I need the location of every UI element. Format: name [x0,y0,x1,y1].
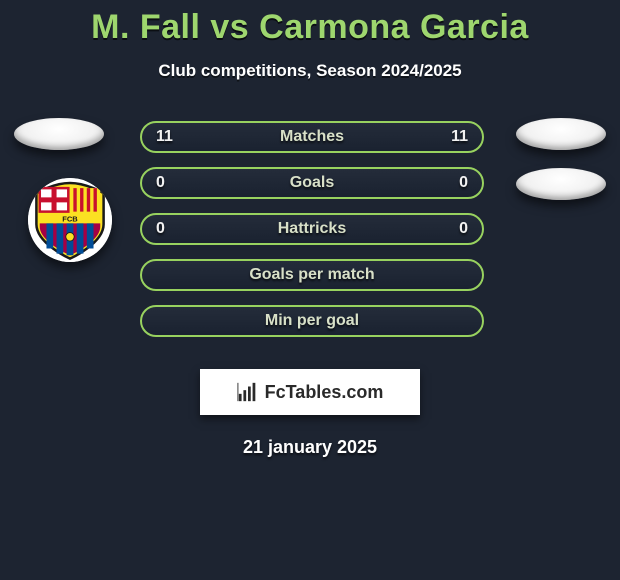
stat-row: Min per goal [0,305,620,351]
stat-row: 0 Goals 0 [0,167,620,213]
stat-row: 11 Matches 11 [0,121,620,167]
stats-list: 11 Matches 11 0 Goals 0 0 Hattricks 0 Go… [0,121,620,351]
stat-pill-goals-per-match: Goals per match [140,259,484,291]
season-subtitle: Club competitions, Season 2024/2025 [0,61,620,81]
brand-text: FcTables.com [265,382,384,403]
stat-pill-min-per-goal: Min per goal [140,305,484,337]
stat-right-value: 0 [459,215,468,243]
stat-left-value: 11 [156,123,173,151]
stat-right-value: 0 [459,169,468,197]
stat-left-value: 0 [156,169,165,197]
stat-label: Hattricks [142,215,482,243]
stat-right-value: 11 [451,123,468,151]
stat-pill-hattricks: 0 Hattricks 0 [140,213,484,245]
stat-label: Min per goal [142,307,482,335]
stat-pill-matches: 11 Matches 11 [140,121,484,153]
stat-label: Goals [142,169,482,197]
page-title: M. Fall vs Carmona Garcia [0,0,620,47]
comparison-card: M. Fall vs Carmona Garcia Club competiti… [0,0,620,580]
bar-chart-icon [237,381,259,403]
brand-box[interactable]: FcTables.com [200,369,420,415]
stat-row: Goals per match [0,259,620,305]
stat-label: Goals per match [142,261,482,289]
stat-left-value: 0 [156,215,165,243]
stat-row: 0 Hattricks 0 [0,213,620,259]
stat-label: Matches [142,123,482,151]
stat-pill-goals: 0 Goals 0 [140,167,484,199]
snapshot-date: 21 january 2025 [0,437,620,458]
